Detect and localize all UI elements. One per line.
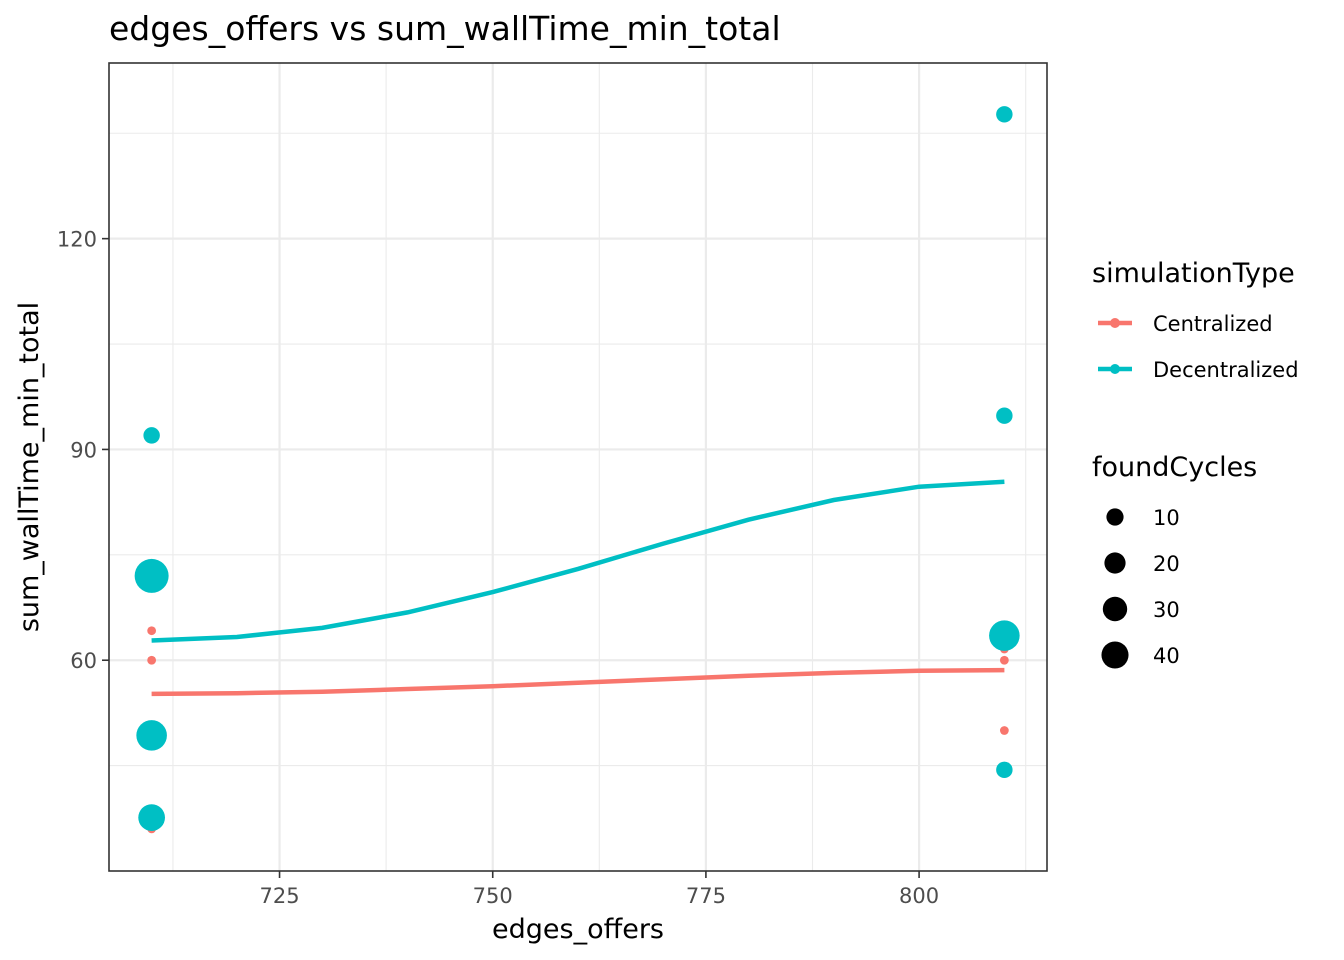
legend-size-dot (1101, 641, 1129, 669)
grid-minor (109, 63, 1047, 871)
y-axis-label: sum_wallTime_min_total (14, 302, 45, 632)
grid-major (109, 63, 1047, 871)
x-tick-label: 725 (259, 884, 299, 908)
legend-size-dot (1104, 552, 1126, 574)
plot-border (108, 62, 1048, 872)
legend-colour-title: simulationType (1092, 258, 1295, 289)
legend-size-dot (1102, 596, 1128, 622)
smooth-line-decentralized (151, 479, 1005, 643)
point-centralized (999, 655, 1009, 665)
legend-size-dot (1106, 508, 1124, 526)
data-points (134, 106, 1020, 834)
y-tick-label: 60 (70, 649, 97, 673)
chart-title: edges_offers vs sum_wallTime_min_total (109, 9, 781, 48)
legend-colour-items: Centralized Decentralized (1098, 312, 1299, 382)
y-tick-label: 120 (57, 228, 97, 252)
point-decentralized (989, 620, 1020, 651)
legend-size-label: 40 (1153, 644, 1180, 668)
x-tick-label: 775 (686, 884, 726, 908)
legend: simulationType CentralizedDecentralized … (1092, 258, 1299, 669)
legend-colour-label: Decentralized (1153, 358, 1299, 382)
point-decentralized (136, 720, 167, 751)
x-tick-label: 800 (899, 884, 939, 908)
legend-size-label: 20 (1153, 552, 1180, 576)
y-axis-ticks: 60 90 120 (57, 228, 109, 673)
legend-colour-label: Centralized (1153, 312, 1273, 336)
point-centralized (147, 626, 157, 636)
plot-background (109, 63, 1047, 871)
plot-panel (108, 62, 1048, 872)
point-decentralized (134, 558, 169, 593)
legend-size-title: foundCycles (1092, 452, 1257, 483)
point-decentralized (996, 106, 1013, 123)
legend-colour-dot (1110, 318, 1120, 328)
legend-colour-dot (1110, 364, 1120, 374)
point-decentralized (996, 407, 1013, 424)
legend-size-label: 10 (1153, 506, 1180, 530)
smooth-lines (151, 479, 1005, 697)
legend-size-items: 10 20 30 40 (1101, 506, 1180, 669)
point-decentralized (138, 804, 165, 831)
point-centralized (999, 726, 1009, 735)
point-decentralized (996, 761, 1013, 779)
x-axis-label: edges_offers (492, 914, 664, 945)
x-tick-label: 750 (473, 884, 513, 908)
smooth-line-centralized (151, 667, 1005, 697)
y-tick-label: 90 (70, 438, 97, 462)
x-axis-ticks: 725 750 775 800 (259, 871, 939, 908)
legend-size-label: 30 (1153, 598, 1180, 622)
point-centralized (147, 655, 157, 665)
point-decentralized (143, 427, 160, 444)
